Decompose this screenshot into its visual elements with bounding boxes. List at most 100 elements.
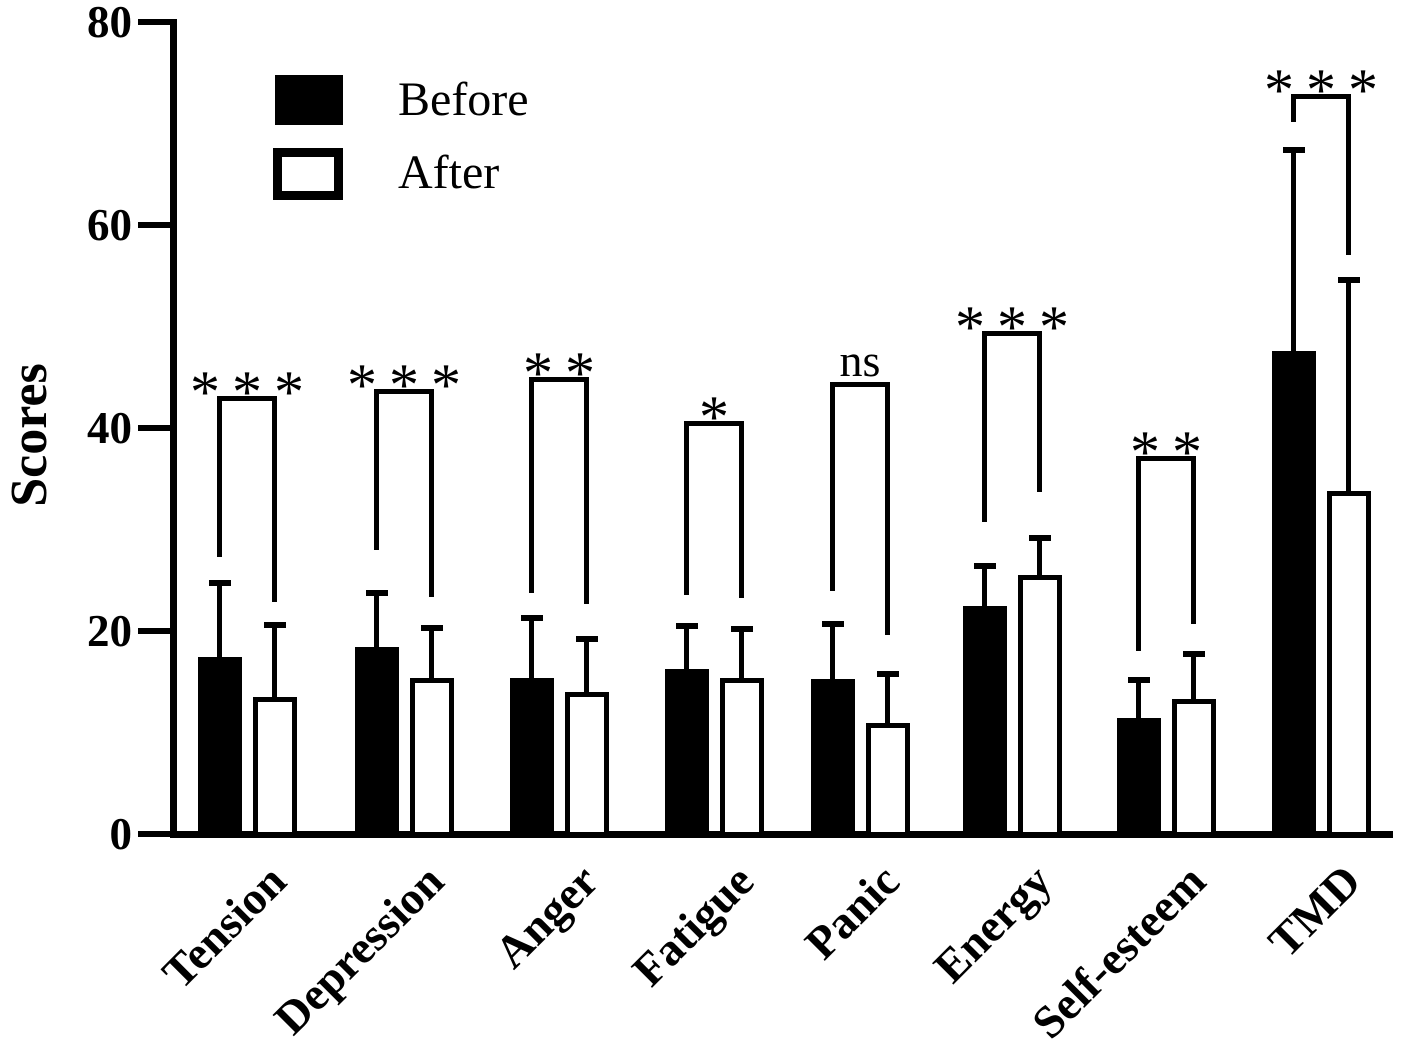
bar-before-tension [197,657,242,837]
y-axis-line [170,19,177,838]
error-bar-after-self-esteem [1191,654,1196,701]
bar-after-self-esteem [1171,699,1216,837]
sig-bracket-right-leg-self-esteem [1191,456,1196,624]
y-tick-60 [138,222,172,228]
error-cap-before-tmd [1282,146,1305,153]
error-bar-after-tmd [1346,279,1351,493]
sig-bracket-right-leg-tmd [1346,94,1351,256]
error-bar-before-panic [830,623,835,681]
legend-swatch-before [275,75,343,125]
bar-after-fatigue [719,677,764,837]
x-category-label-fatigue: Fatigue [622,854,763,996]
sig-bracket-top-tension [217,395,277,401]
error-bar-after-energy [1037,537,1042,578]
error-cap-after-anger [575,636,598,643]
x-category-label-panic: Panic [795,854,909,969]
sig-bracket-left-leg-depression [374,389,379,550]
sig-label-self-esteem: ** [1130,419,1214,486]
sig-bracket-top-anger [529,377,589,383]
sig-bracket-left-leg-self-esteem [1136,456,1141,652]
error-bar-after-tension [272,624,277,699]
error-cap-before-depression [365,590,388,597]
error-cap-after-self-esteem [1182,651,1205,658]
error-bar-after-fatigue [739,628,744,680]
sig-bracket-right-leg-panic [885,382,890,636]
sig-label-tension: *** [190,358,316,425]
sig-bracket-right-leg-anger [584,377,589,604]
error-bar-before-anger [529,617,534,680]
y-tick-label-80: 80 [87,0,132,47]
sig-bracket-left-leg-panic [830,382,835,592]
x-category-label-depression: Depression [263,854,453,1039]
error-cap-after-tmd [1337,276,1360,283]
bar-before-fatigue [664,668,709,837]
y-tick-label-40: 40 [87,403,132,453]
error-bar-before-tension [217,583,222,660]
y-tick-20 [138,628,172,634]
error-bar-after-anger [584,639,589,694]
sig-bracket-top-self-esteem [1136,456,1196,462]
sig-bracket-left-leg-fatigue [684,420,689,596]
error-bar-before-energy [982,566,987,608]
x-category-label-energy: Energy [923,854,1061,993]
error-cap-before-tension [208,580,231,587]
bar-after-tmd [1326,490,1371,837]
error-bar-before-depression [374,593,379,650]
bar-before-tmd [1271,350,1316,837]
sig-label-anger: ** [523,340,607,407]
x-axis-line [170,831,1393,838]
bar-before-panic [810,678,855,837]
x-category-label-tension: Tension [152,854,296,999]
sig-bracket-top-tmd [1291,94,1351,100]
bar-after-panic [865,723,910,837]
legend-label-before: Before [398,73,529,126]
error-cap-after-energy [1028,534,1051,541]
error-bar-before-self-esteem [1136,679,1141,721]
sig-bracket-top-panic [830,382,890,388]
bar-after-energy [1017,575,1062,837]
bar-before-self-esteem [1116,718,1161,837]
error-bar-before-tmd [1291,149,1296,353]
error-bar-after-depression [429,627,434,680]
bar-after-tension [252,696,297,837]
y-tick-0 [138,831,172,837]
sig-label-fatigue: * [699,383,741,450]
legend-swatch-after [273,148,343,200]
y-tick-label-60: 60 [87,200,132,250]
error-bar-after-panic [885,673,890,726]
error-cap-before-panic [821,620,844,627]
sig-bracket-left-leg-anger [529,377,534,594]
error-cap-before-fatigue [675,622,698,629]
bar-after-depression [409,677,454,837]
y-tick-40 [138,425,172,431]
error-cap-before-self-esteem [1127,676,1150,683]
bar-before-depression [354,647,399,837]
sig-label-depression: *** [347,352,473,419]
legend-label-after: After [398,146,500,199]
sig-bracket-left-leg-tension [217,395,222,557]
sig-bracket-top-energy [982,330,1042,336]
error-cap-after-tension [263,621,286,628]
sig-label-energy: *** [955,293,1081,360]
bar-before-anger [509,677,554,837]
error-cap-before-energy [973,563,996,570]
sig-bracket-left-leg-tmd [1291,94,1296,123]
error-cap-after-panic [876,670,899,677]
error-cap-before-anger [520,614,543,621]
sig-bracket-right-leg-tension [272,395,277,602]
error-cap-after-depression [420,624,443,631]
sig-label-panic: ns [839,335,881,387]
sig-bracket-left-leg-energy [982,330,987,523]
sig-bracket-right-leg-fatigue [739,420,744,598]
sig-label-tmd: *** [1264,57,1390,124]
y-tick-80 [138,19,172,25]
y-tick-label-0: 0 [109,809,133,859]
bar-before-energy [962,605,1007,837]
sig-bracket-top-depression [374,389,434,395]
sig-bracket-right-leg-depression [429,389,434,598]
error-cap-after-fatigue [730,625,753,632]
sig-bracket-right-leg-energy [1037,330,1042,492]
x-category-label-anger: Anger [485,854,608,978]
error-bar-before-fatigue [684,625,689,671]
